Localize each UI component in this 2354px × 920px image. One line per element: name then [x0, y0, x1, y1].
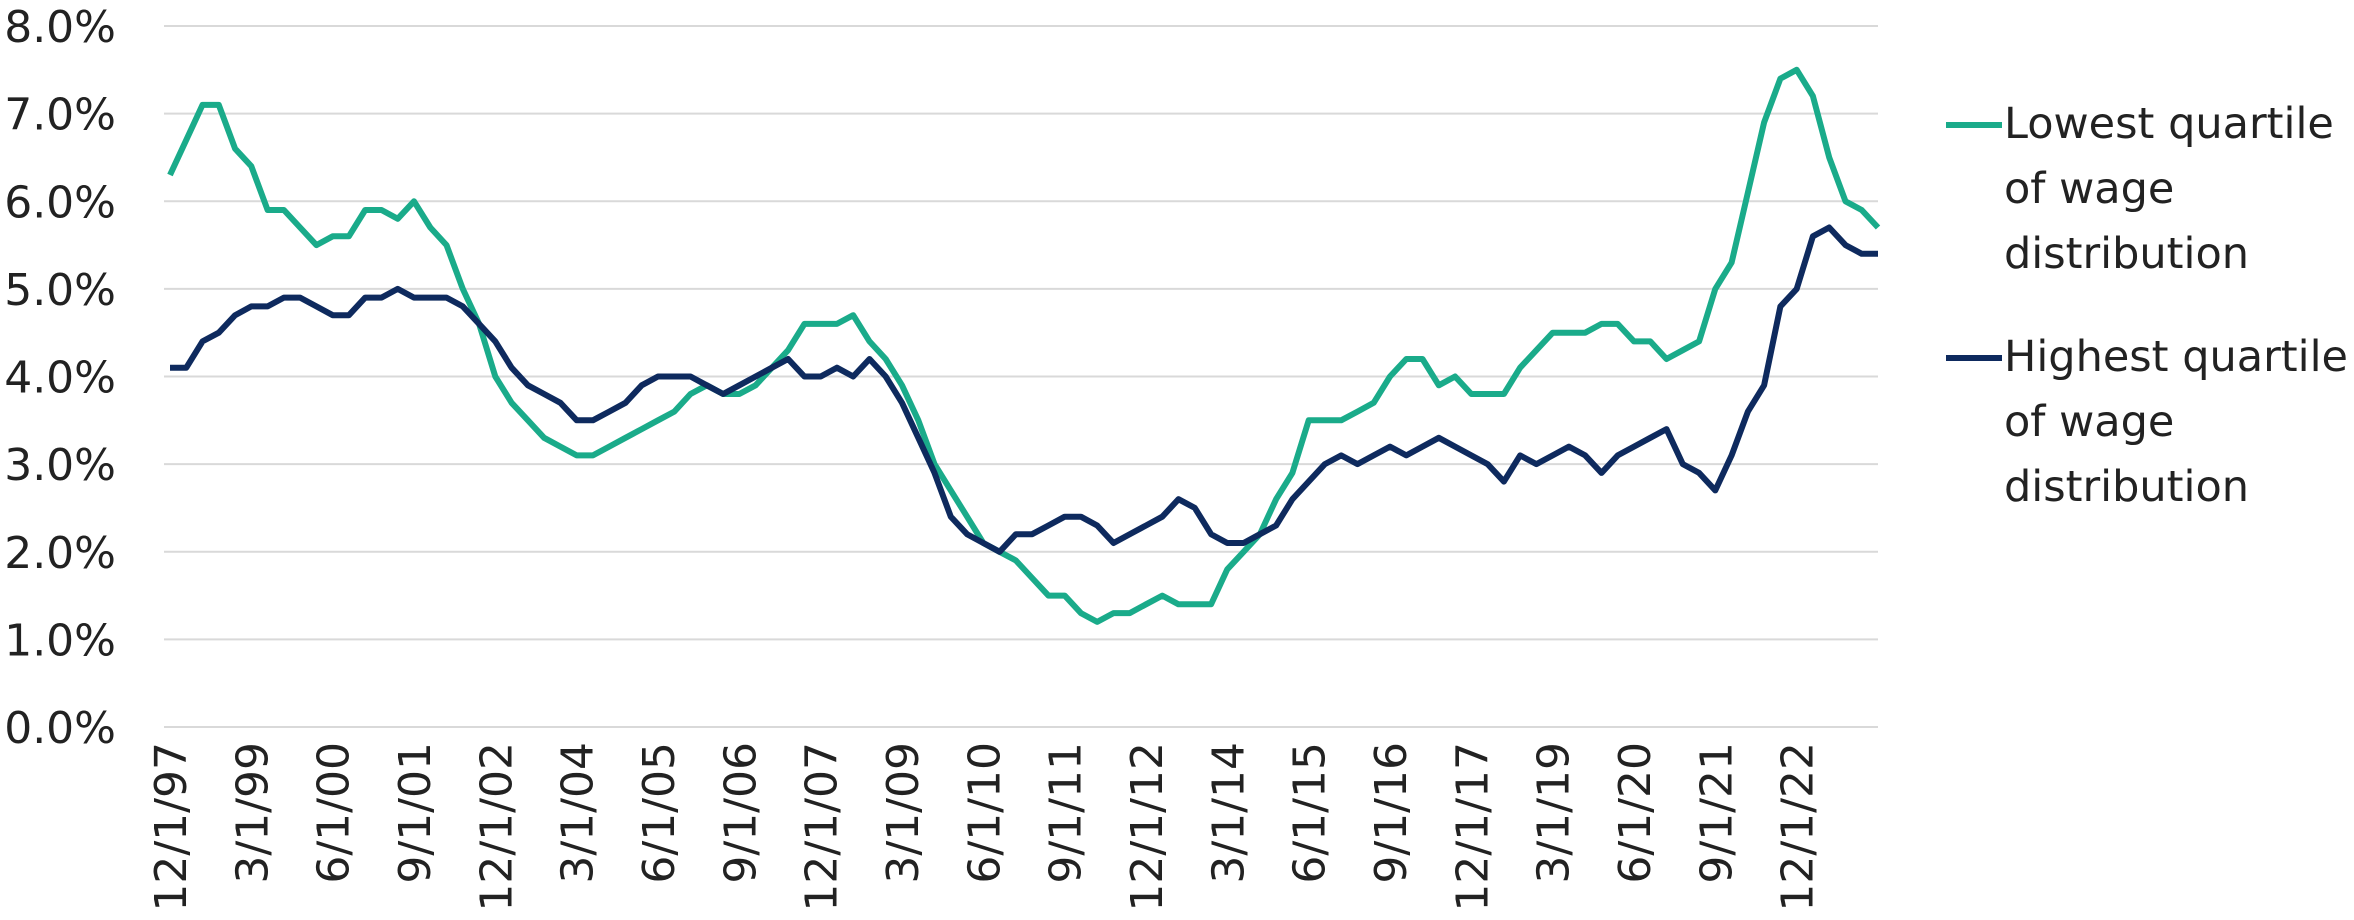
x-tick-label: 6/1/00 [309, 742, 360, 884]
y-tick-label: 1.0% [4, 615, 116, 666]
x-tick-label: 9/1/06 [715, 742, 766, 884]
y-tick-label: 4.0% [4, 353, 116, 404]
series-line [167, 66, 1881, 625]
x-tick-label: 9/1/16 [1366, 742, 1417, 884]
y-tick-label: 7.0% [4, 90, 116, 141]
x-tick-label: 3/1/09 [878, 742, 929, 884]
series-line [170, 224, 1878, 555]
x-tick-label: 12/1/02 [471, 742, 522, 912]
y-tick-label: 3.0% [4, 440, 116, 491]
y-tick-label: 5.0% [4, 265, 116, 316]
x-tick-label: 12/1/17 [1447, 742, 1498, 912]
x-tick-label: 3/1/04 [553, 742, 604, 884]
x-tick-label: 6/1/10 [959, 742, 1010, 884]
x-tick-label: 3/1/19 [1529, 742, 1580, 884]
x-tick-label: 12/1/97 [146, 742, 197, 912]
x-tick-label: 12/1/07 [797, 742, 848, 912]
x-tick-label: 3/1/14 [1203, 742, 1254, 884]
x-tick-label: 3/1/99 [227, 742, 278, 884]
y-tick-label: 6.0% [4, 177, 116, 228]
legend-label: Lowest quartile of wage distribution [2004, 99, 2334, 279]
x-tick-label: 12/1/12 [1122, 742, 1173, 912]
y-tick-label: 0.0% [4, 703, 116, 754]
x-tick-label: 6/1/20 [1610, 742, 1661, 884]
x-tick-label: 6/1/05 [634, 742, 685, 884]
x-tick-label: 9/1/11 [1041, 742, 1092, 884]
y-tick-label: 2.0% [4, 528, 116, 579]
y-tick-label: 8.0% [4, 2, 116, 53]
x-tick-label: 9/1/21 [1691, 742, 1742, 884]
legend-swatch [1946, 355, 2002, 361]
legend-swatch [1946, 122, 2002, 128]
x-tick-label: 6/1/15 [1285, 742, 1336, 884]
x-tick-label: 12/1/22 [1773, 742, 1824, 912]
x-tick-label: 9/1/01 [390, 742, 441, 884]
legend-label: Highest quartile of wage distribution [2004, 332, 2348, 512]
